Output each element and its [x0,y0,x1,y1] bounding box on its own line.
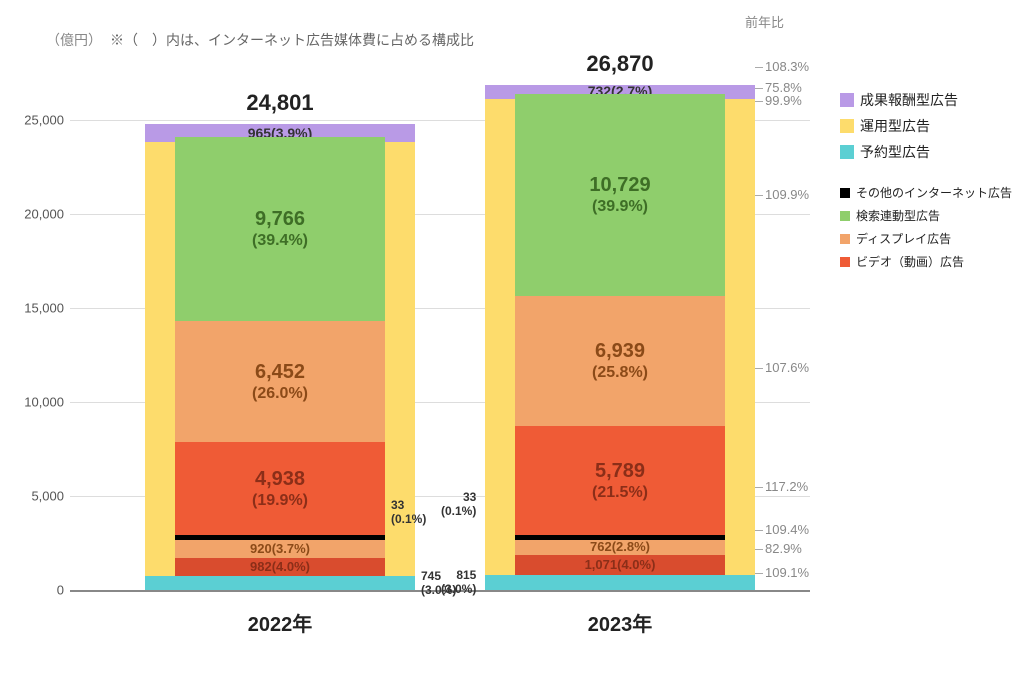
segment-label: 9,766(39.4%) [175,137,385,321]
y-tick-label: 5,000 [31,489,70,504]
legend-item: 運用型広告 [840,116,1012,136]
segment-label: 1,071(4.0%) [515,555,725,575]
y-tick-label: 25,000 [24,113,70,128]
yoy-label: 117.2% [765,479,808,494]
legend-item: ディスプレイ広告 [840,230,1012,247]
yoy-label: 82.9% [765,541,802,556]
y-tick-label: 10,000 [24,395,70,410]
segment-label: 6,452(26.0%) [175,321,385,442]
leader-line [755,88,763,89]
bar-total: 24,801 [200,90,360,116]
segment-label: 920(3.7%) [175,540,385,557]
x-category-label: 2022年 [220,608,340,637]
segment-label: 10,729(39.9%) [515,94,725,296]
bar-total: 26,870 [540,51,700,77]
leader-line [755,368,763,369]
legend-label: 運用型広告 [860,116,930,136]
segment-reserve_bottom [145,576,415,590]
legend-label: その他のインターネット広告 [856,184,1012,201]
segment-other [515,535,725,540]
segment-side-label: 815(3.0%) [441,568,476,596]
legend-swatch [840,93,854,107]
legend-item: 検索連動型広告 [840,207,1012,224]
legend-label: ディスプレイ広告 [856,230,951,247]
legend: 成果報酬型広告運用型広告予約型広告その他のインターネット広告検索連動型広告ディス… [840,90,1012,276]
legend-label: 成果報酬型広告 [860,90,958,110]
segment-label: 4,938(19.9%) [175,442,385,535]
yoy-label: 108.3% [765,59,809,74]
inner-bar: 982(4.0%)920(3.7%) 4,938(19.9%)6,452(26.0… [175,137,385,576]
x-category-label: 2023年 [560,608,680,637]
segment-label: 6,939(25.8%) [515,296,725,426]
yoy-label: 109.1% [765,565,809,580]
legend-swatch [840,257,850,267]
leader-line [755,67,763,68]
legend-label: 予約型広告 [860,142,930,162]
inner-bar: 1,071(4.0%)762(2.8%) 5,789(21.5%)6,939(25… [515,94,725,575]
segment-side-label: 33(0.1%) [441,490,476,518]
leader-line [755,549,763,550]
yoy-label: 109.9% [765,187,809,202]
legend-label: 検索連動型広告 [856,207,940,224]
legend-swatch [840,145,854,159]
legend-swatch [840,119,854,133]
segment-other [175,535,385,540]
yoy-label: 109.4% [765,522,809,537]
leader-line [755,530,763,531]
legend-swatch [840,188,850,198]
segment-label: 5,789(21.5%) [515,426,725,535]
legend-label: ビデオ（動画）広告 [856,253,964,270]
legend-item: その他のインターネット広告 [840,184,1012,201]
plot-region: 05,00010,00015,00020,00025,000965(3.9%)9… [70,120,810,590]
yoy-label: 107.6% [765,360,809,375]
leader-line [755,487,763,488]
y-tick-label: 0 [57,583,70,598]
y-tick-label: 15,000 [24,301,70,316]
yoy-header: 前年比 [745,12,784,31]
legend-item: ビデオ（動画）広告 [840,253,1012,270]
segment-side-label: 33(0.1%) [391,498,426,526]
legend-swatch [840,234,850,244]
leader-line [755,195,763,196]
leader-line [755,101,763,102]
legend-item: 成果報酬型広告 [840,90,1012,110]
legend-swatch [840,211,850,221]
segment-label: 762(2.8%) [515,540,725,554]
legend-item: 予約型広告 [840,142,1012,162]
segment-label: 982(4.0%) [175,558,385,576]
yoy-label: 99.9% [765,93,802,108]
segment-reserve_bottom [485,575,755,590]
chart-area: 05,00010,00015,00020,00025,000965(3.9%)9… [70,20,810,620]
y-tick-label: 20,000 [24,207,70,222]
leader-line [755,573,763,574]
